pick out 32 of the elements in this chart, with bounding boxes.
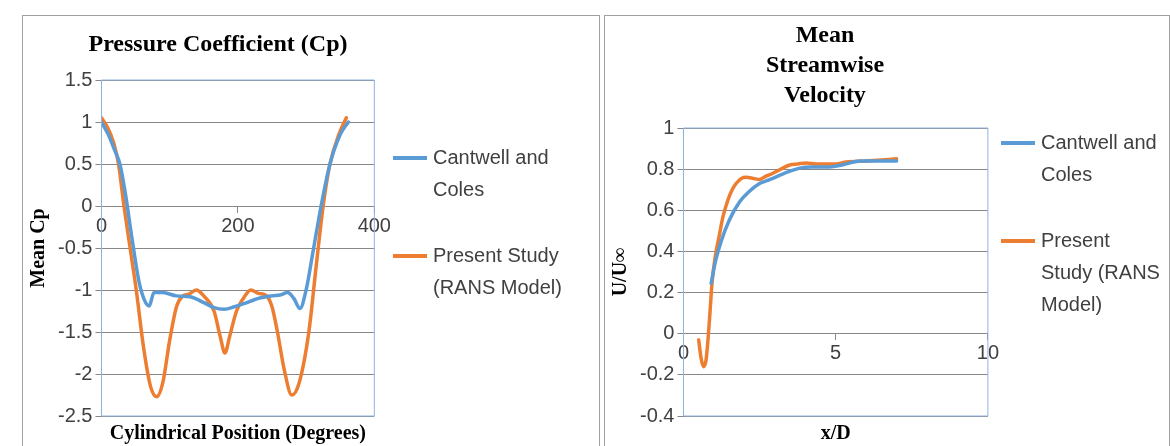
- x-axis-title: Cylindrical Position (Degrees): [109, 421, 367, 445]
- x-tick-label: 10: [976, 341, 999, 364]
- y-tick-label: 0.6: [646, 197, 675, 220]
- y-tick-label: -2: [74, 361, 93, 384]
- x-tick-label: 5: [830, 341, 842, 364]
- y-tick-label: 0: [81, 193, 93, 216]
- y-tick-label: 0.4: [646, 238, 675, 261]
- x-tick-label: 200: [221, 213, 255, 236]
- y-tick-label: 1.5: [64, 67, 93, 90]
- y-tick-label: 0.5: [64, 151, 93, 174]
- legend-label: Present Study (RANS Model): [1041, 228, 1161, 317]
- y-tick-label: -0.5: [57, 235, 93, 258]
- y-tick-label: 1: [81, 109, 93, 132]
- y-tick-label: 1: [663, 115, 675, 138]
- y-axis-title: U/U∞: [608, 247, 631, 297]
- legend-label: Cantwell and Coles: [1041, 130, 1158, 187]
- legend-label: Cantwell and Coles: [433, 145, 550, 202]
- x-tick-label: 400: [357, 213, 391, 236]
- y-tick-label: -0.2: [639, 362, 675, 385]
- y-tick-label: -1: [74, 277, 93, 300]
- chart-title: Mean Streamwise Velocity: [764, 20, 886, 109]
- y-tick-label: 0: [663, 321, 675, 344]
- y-tick-label: -2.5: [57, 403, 93, 426]
- y-tick-label: 0.8: [646, 156, 675, 179]
- y-tick-label: -0.4: [639, 403, 675, 426]
- y-tick-label: 0.2: [646, 280, 675, 303]
- y-axis-title: Mean Cp: [26, 208, 50, 288]
- chart-title: Pressure Coefficient (Cp): [87, 29, 349, 58]
- legend-label: Present Study (RANS Model): [433, 243, 563, 300]
- y-tick-label: -1.5: [57, 319, 93, 342]
- x-axis-title: x/D: [820, 421, 851, 444]
- line-series: [709, 159, 899, 286]
